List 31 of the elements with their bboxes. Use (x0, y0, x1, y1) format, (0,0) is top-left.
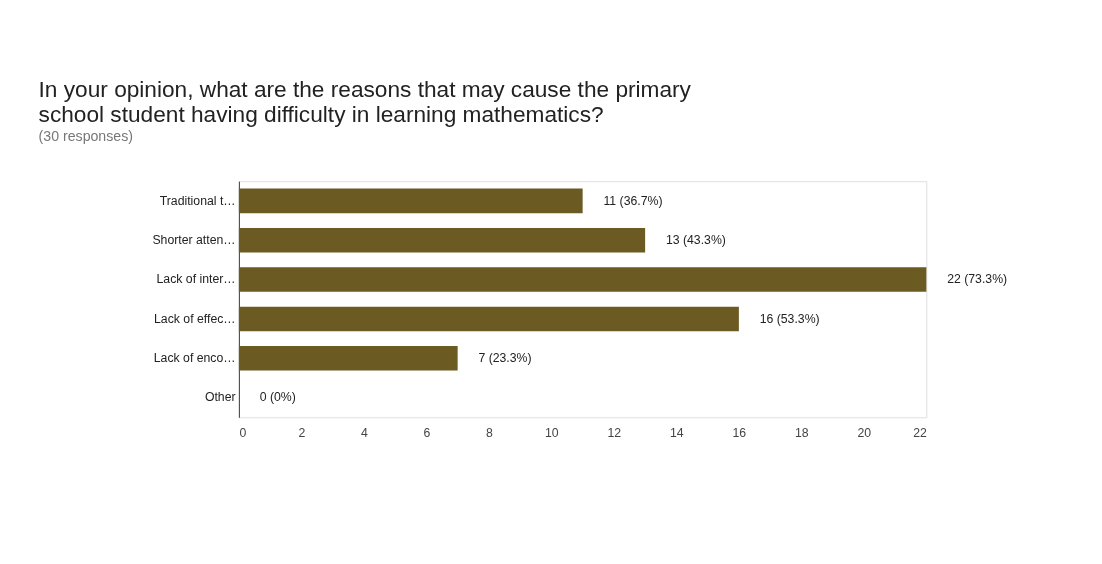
data-label: 16 (53.3%) (759, 311, 820, 326)
y-tick-label: Other (204, 390, 236, 405)
x-tick-label: 0 (239, 425, 247, 440)
y-tick-label: Lack of effec… (154, 311, 236, 326)
chart-title: In your opinion, what are the reasons that may cause the primary school student having difficulty in learning mathematics? (38, 76, 692, 127)
bar (238, 188, 583, 214)
x-tick-label: 14 (670, 425, 684, 440)
data-label: 7 (23.3%) (478, 351, 532, 366)
data-label: 22 (73.3%) (947, 272, 1008, 287)
y-tick-label: Lack of inter… (156, 272, 236, 287)
x-tick-label: 6 (423, 425, 431, 440)
x-tick-label: 10 (545, 425, 559, 440)
bar (238, 306, 739, 332)
bar (238, 345, 458, 371)
x-tick-label: 16 (732, 425, 747, 440)
y-tick-label: Traditional t… (159, 193, 236, 208)
data-label: 13 (43.3%) (665, 233, 726, 247)
data-label: 11 (36.7%) (603, 193, 663, 208)
x-tick-label: 18 (795, 425, 809, 440)
x-tick-label: 8 (485, 425, 493, 440)
bar (238, 227, 646, 253)
y-tick-label: Shorter atten… (152, 233, 236, 247)
x-tick-label: 22 (913, 425, 927, 440)
y-tick-label: Lack of enco… (153, 351, 236, 366)
bar (238, 267, 927, 292)
text: (30 responses) (38, 127, 133, 144)
x-tick-label: 2 (298, 425, 306, 440)
x-tick-label: 20 (857, 425, 872, 440)
x-tick-label: 4 (360, 425, 368, 440)
x-tick-label: 12 (607, 425, 622, 440)
data-label: 0 (0%) (259, 390, 296, 405)
